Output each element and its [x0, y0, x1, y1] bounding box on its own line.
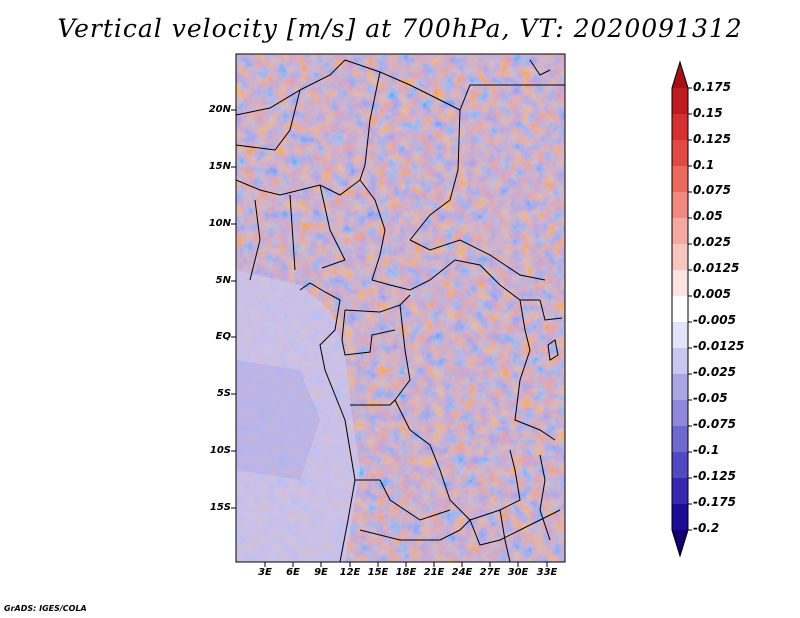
colorbar-segment: [672, 218, 688, 245]
colorbar-level-label: 0.0125: [693, 261, 740, 275]
colorbar-level-label: -0.2: [693, 521, 720, 535]
colorbar-segment: [672, 348, 688, 375]
colorbar-segment: [672, 322, 688, 349]
lon-label: 33E: [536, 567, 558, 578]
colorbar-segment: [672, 400, 688, 427]
colorbar: [671, 60, 692, 558]
colorbar-level-label: 0.1: [693, 158, 715, 172]
map-title: Vertical velocity [m/s] at 700hPa, VT: 2…: [57, 14, 743, 43]
lat-tick-marks: [231, 109, 236, 509]
colorbar-level-label: 0.15: [693, 106, 723, 120]
lat-label: 10S: [209, 445, 231, 456]
colorbar-level-label: 0.05: [693, 209, 723, 223]
colorbar-level-label: 0.175: [693, 80, 731, 94]
colorbar-level-label: 0.025: [693, 235, 731, 249]
lat-label: EQ: [215, 331, 231, 342]
colorbar-segment: [672, 426, 688, 453]
colorbar-level-label: 0.005: [693, 287, 731, 301]
lon-label: 12E: [339, 567, 361, 578]
colorbar-level-label: -0.0125: [693, 339, 745, 353]
lon-label: 15E: [367, 567, 389, 578]
colorbar-segment: [672, 478, 688, 505]
lat-label: 15S: [209, 502, 231, 513]
lon-label: 6E: [286, 567, 300, 578]
credit-text: GrADS: IGES/COLA: [4, 604, 87, 613]
colorbar-segment: [672, 140, 688, 167]
colorbar-segment: [672, 504, 688, 531]
colorbar-level-label: -0.175: [693, 495, 736, 509]
colorbar-level-label: -0.05: [693, 391, 728, 405]
lon-label: 27E: [479, 567, 501, 578]
colorbar-segment: [672, 244, 688, 271]
colorbar-segment: [672, 530, 688, 556]
lon-label: 3E: [258, 567, 272, 578]
colorbar-segment: [672, 296, 688, 323]
colorbar-level-label: -0.125: [693, 469, 736, 483]
colorbar-level-label: -0.025: [693, 365, 736, 379]
lat-label: 20N: [208, 104, 231, 115]
lon-tick-marks: [264, 562, 548, 567]
colorbar-segment: [672, 166, 688, 193]
lat-label: 15N: [208, 161, 231, 172]
lat-label: 5N: [215, 275, 231, 286]
lon-label: 30E: [507, 567, 529, 578]
country-borders: [236, 59, 565, 562]
lon-label: 24E: [451, 567, 473, 578]
colorbar-level-label: 0.125: [693, 132, 731, 146]
colorbar-segment: [672, 452, 688, 479]
lon-label: 18E: [395, 567, 417, 578]
lat-label: 5S: [216, 388, 231, 399]
colorbar-level-label: -0.1: [693, 443, 720, 457]
colorbar-segment: [672, 88, 688, 115]
colorbar-segment: [672, 114, 688, 141]
colorbar-segment: [672, 62, 688, 88]
lon-label: 21E: [423, 567, 445, 578]
lat-label: 10N: [208, 218, 231, 229]
colorbar-level-label: -0.075: [693, 417, 736, 431]
colorbar-segment: [672, 374, 688, 401]
map-frame: [235, 53, 566, 563]
colorbar-level-label: -0.005: [693, 313, 736, 327]
lon-label: 9E: [314, 567, 328, 578]
colorbar-segment: [672, 192, 688, 219]
colorbar-level-label: 0.075: [693, 183, 731, 197]
colorbar-segment: [672, 270, 688, 297]
